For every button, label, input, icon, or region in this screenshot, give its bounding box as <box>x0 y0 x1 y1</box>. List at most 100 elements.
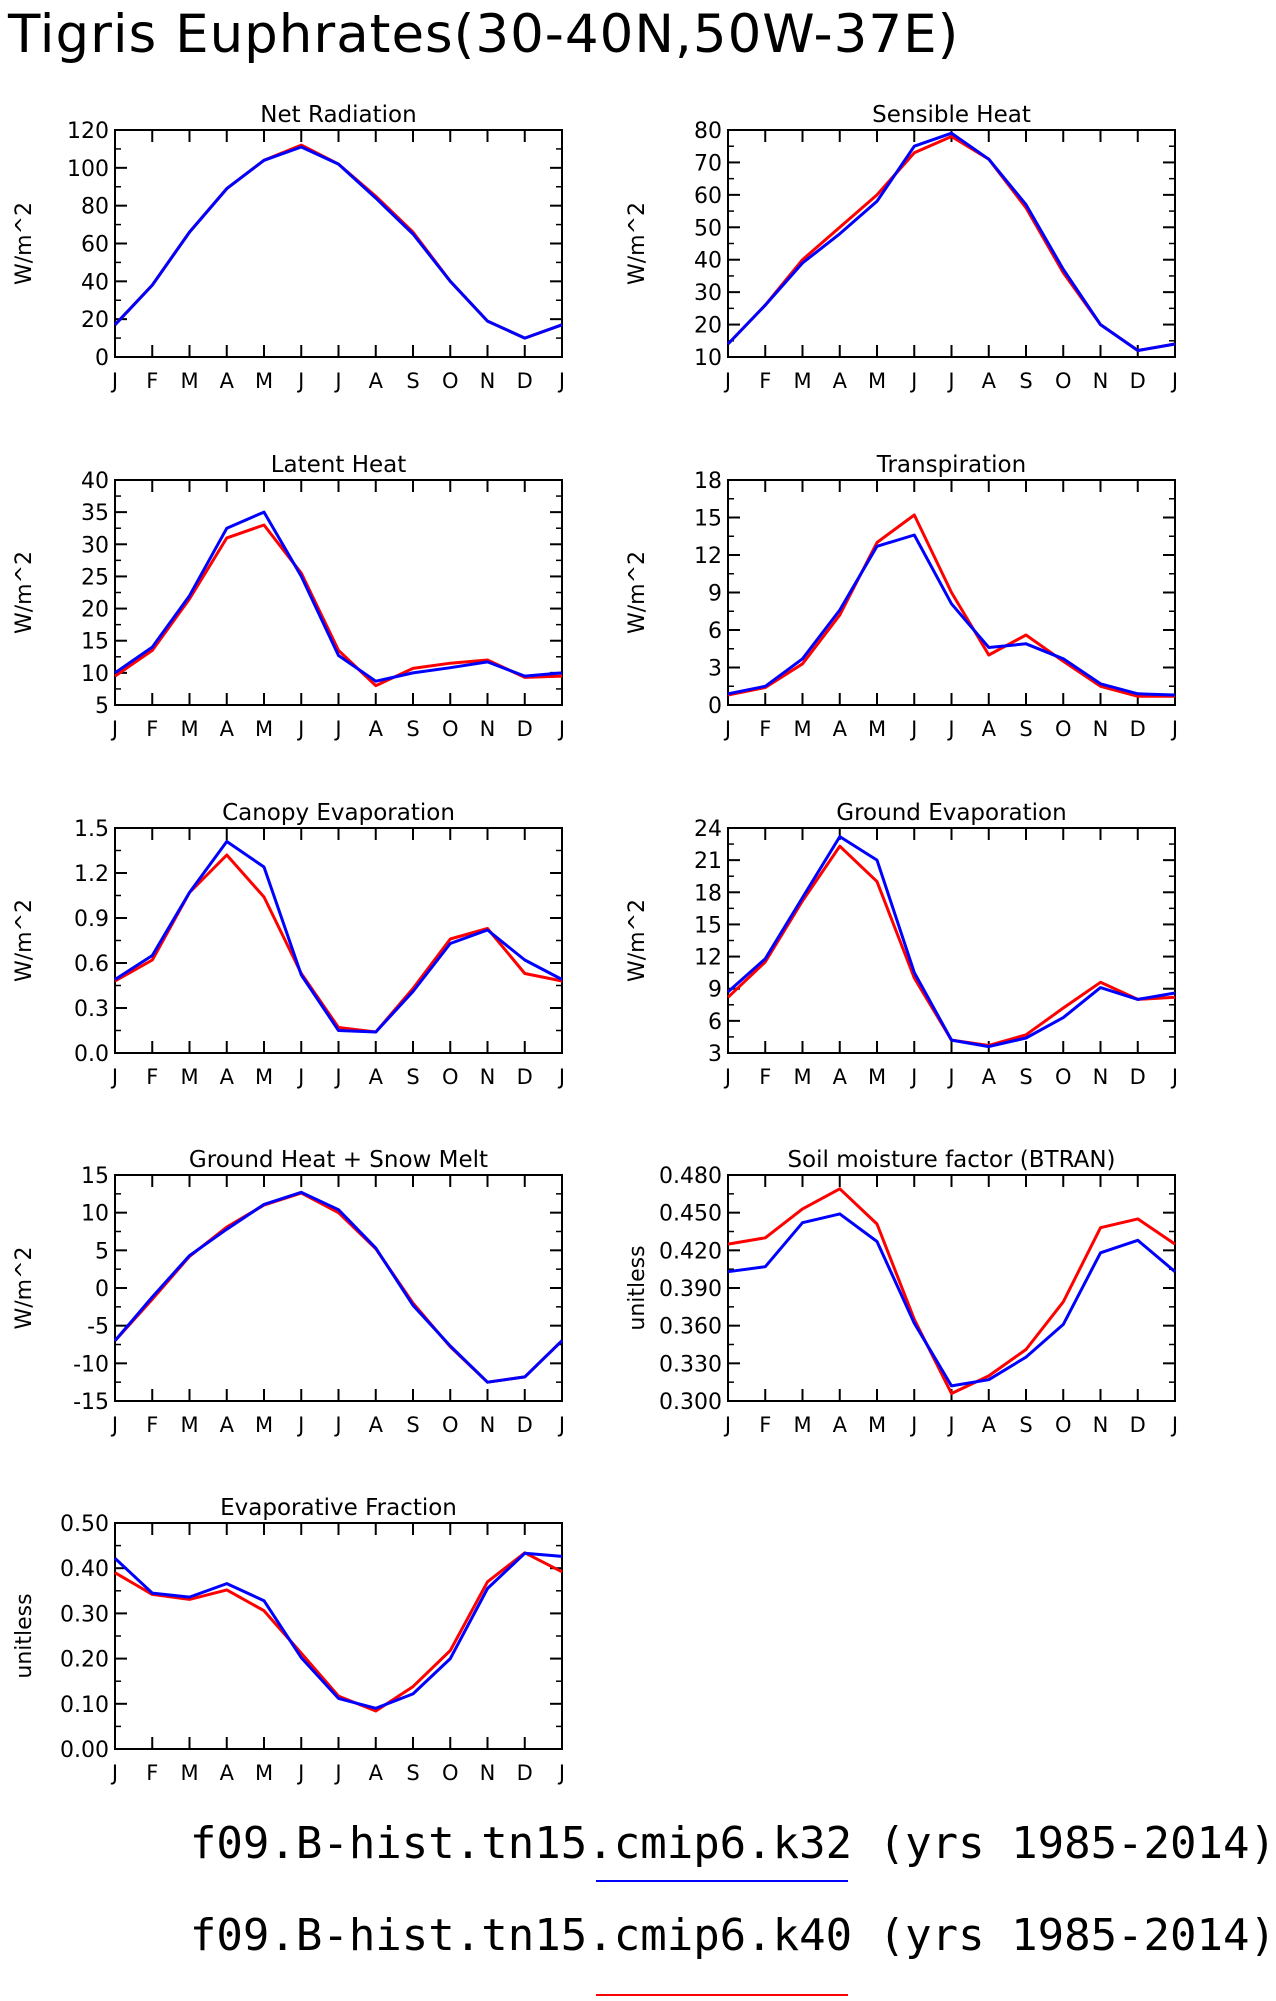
y-axis-label: W/m^2 <box>12 202 37 285</box>
x-tick-label: M <box>793 1413 811 1437</box>
x-tick-label: J <box>296 1761 304 1785</box>
y-tick-label: 0.9 <box>74 907 109 932</box>
x-tick-label: A <box>220 369 235 393</box>
x-tick-label: S <box>1019 369 1032 393</box>
series-line-k40 <box>113 1191 564 1384</box>
y-tick-label: 0.30 <box>60 1602 109 1627</box>
legend-line-k40 <box>596 1994 848 1996</box>
x-tick-label: J <box>723 1065 731 1089</box>
y-tick-label: 30 <box>81 533 109 558</box>
x-tick-label: J <box>557 369 565 393</box>
x-tick-label: D <box>1130 717 1146 741</box>
y-tick-label: 0.20 <box>60 1648 109 1673</box>
y-tick-label: 0.300 <box>659 1390 722 1415</box>
series-line-k32 <box>727 533 1176 697</box>
x-tick-label: J <box>946 1413 954 1437</box>
series-line-k40 <box>726 844 1176 1047</box>
x-tick-label: M <box>793 1065 811 1089</box>
chart-title: Ground Evaporation <box>836 800 1066 826</box>
y-axis-label: unitless <box>625 1245 650 1330</box>
y-tick-label: 70 <box>694 151 722 176</box>
y-tick-label: 0.3 <box>74 997 109 1022</box>
x-tick-label: A <box>982 717 997 741</box>
x-tick-label: M <box>180 369 198 393</box>
y-tick-label: 0.40 <box>60 1557 109 1582</box>
y-tick-label: 15 <box>81 1164 109 1189</box>
y-tick-label: 9 <box>708 582 722 607</box>
legend-label-k40: f09.B-hist.tn15.cmip6.k40 <box>189 1910 853 1961</box>
y-tick-label: 50 <box>694 216 722 241</box>
y-tick-label: 40 <box>694 249 722 274</box>
y-tick-label: 18 <box>694 469 722 494</box>
y-tick-label: 35 <box>81 501 109 526</box>
x-tick-label: J <box>296 1413 304 1437</box>
x-tick-label: A <box>220 717 235 741</box>
y-tick-label: 0.50 <box>60 1512 109 1537</box>
x-tick-label: A <box>369 717 384 741</box>
series-line-k32 <box>114 840 563 1034</box>
x-tick-label: J <box>723 369 731 393</box>
y-tick-label: 1.5 <box>74 817 109 842</box>
plot-frame <box>114 479 563 706</box>
x-tick-label: F <box>146 1413 158 1437</box>
x-tick-label: N <box>1093 717 1109 741</box>
plot-frame <box>727 1174 1176 1402</box>
x-tick-label: J <box>557 717 565 741</box>
x-tick-label: A <box>982 1065 997 1089</box>
series-line-k40 <box>114 1551 563 1713</box>
x-tick-label: J <box>1170 1413 1178 1437</box>
y-tick-label: 10 <box>694 346 722 371</box>
y-tick-label: 60 <box>694 184 722 209</box>
y-tick-label: 80 <box>81 195 109 220</box>
x-tick-label: F <box>146 717 158 741</box>
y-tick-label: 20 <box>81 308 109 333</box>
x-tick-label: N <box>480 1761 496 1785</box>
x-tick-label: J <box>296 369 304 393</box>
x-tick-label: M <box>255 1065 273 1089</box>
y-tick-label: 30 <box>694 281 722 306</box>
y-tick-label: 12 <box>694 544 722 569</box>
y-tick-label: 0 <box>708 694 722 719</box>
x-tick-label: J <box>333 1065 341 1089</box>
x-tick-label: J <box>946 1065 954 1089</box>
chart-panel-7: Soil moisture factor (BTRAN) unitless 0.30… <box>625 1147 1178 1437</box>
x-tick-label: O <box>1055 1413 1072 1437</box>
y-tick-label: 80 <box>694 119 722 144</box>
x-tick-label: F <box>759 369 771 393</box>
series-line-k32 <box>726 131 1176 352</box>
x-tick-label: J <box>333 1413 341 1437</box>
x-tick-label: M <box>793 717 811 741</box>
x-tick-label: O <box>1055 1065 1072 1089</box>
y-tick-label: 25 <box>81 565 109 590</box>
x-tick-label: S <box>406 1413 419 1437</box>
y-tick-label: 15 <box>694 913 722 938</box>
series-line-k32 <box>113 145 563 340</box>
series-line-k32 <box>113 1190 564 1384</box>
x-tick-label: J <box>1170 369 1178 393</box>
chart-title: Transpiration <box>876 452 1026 478</box>
y-tick-label: 3 <box>708 657 722 682</box>
x-tick-label: F <box>759 1065 771 1089</box>
y-tick-label: 5 <box>95 1239 109 1264</box>
y-tick-label: 0.420 <box>659 1239 722 1264</box>
x-tick-label: A <box>220 1065 235 1089</box>
y-axis-label: W/m^2 <box>625 202 650 285</box>
y-tick-label: 3 <box>708 1042 722 1067</box>
x-tick-label: F <box>146 1761 158 1785</box>
x-tick-label: J <box>946 717 954 741</box>
series-line-k40 <box>114 523 563 688</box>
y-tick-label: 10 <box>81 662 109 687</box>
y-tick-label: 5 <box>95 694 109 719</box>
x-tick-label: J <box>909 717 917 741</box>
x-tick-label: A <box>833 369 848 393</box>
legend-period-k40: (yrs 1985-2014) <box>878 1910 1276 1961</box>
x-tick-label: J <box>909 1413 917 1437</box>
plot-frame <box>727 129 1176 358</box>
x-tick-label: F <box>759 1413 771 1437</box>
y-tick-label: 40 <box>81 270 109 295</box>
y-tick-label: 6 <box>708 1010 722 1035</box>
legend-entry-k40: f09.B-hist.tn15.cmip6.k40 (yrs 1985-2014… <box>190 1910 1276 1961</box>
y-tick-label: 15 <box>694 507 722 532</box>
